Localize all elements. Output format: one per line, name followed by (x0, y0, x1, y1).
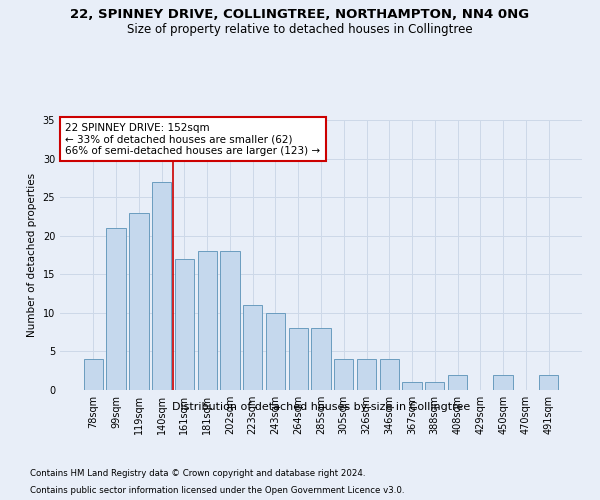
Bar (243, 305, 262, 390)
Bar (84, 359, 103, 390)
Bar (380, 359, 399, 390)
Bar (425, 382, 445, 390)
Bar (197, 251, 217, 390)
Text: 22, SPINNEY DRIVE, COLLINGTREE, NORTHAMPTON, NN4 0NG: 22, SPINNEY DRIVE, COLLINGTREE, NORTHAMP… (70, 8, 530, 20)
Bar (334, 359, 353, 390)
Text: Size of property relative to detached houses in Collingtree: Size of property relative to detached ho… (127, 22, 473, 36)
Bar (493, 374, 513, 390)
Y-axis label: Number of detached properties: Number of detached properties (27, 173, 37, 337)
Bar (220, 251, 239, 390)
Bar (448, 374, 467, 390)
Text: Contains public sector information licensed under the Open Government Licence v3: Contains public sector information licen… (30, 486, 404, 495)
Text: Contains HM Land Registry data © Crown copyright and database right 2024.: Contains HM Land Registry data © Crown c… (30, 468, 365, 477)
Text: Distribution of detached houses by size in Collingtree: Distribution of detached houses by size … (172, 402, 470, 412)
Bar (266, 313, 285, 390)
Text: 22 SPINNEY DRIVE: 152sqm
← 33% of detached houses are smaller (62)
66% of semi-d: 22 SPINNEY DRIVE: 152sqm ← 33% of detach… (65, 122, 320, 156)
Bar (311, 328, 331, 390)
Bar (357, 359, 376, 390)
Bar (106, 228, 126, 390)
Bar (129, 212, 149, 390)
Bar (175, 259, 194, 390)
Bar (403, 382, 422, 390)
Bar (289, 328, 308, 390)
Bar (539, 374, 558, 390)
Bar (152, 182, 172, 390)
